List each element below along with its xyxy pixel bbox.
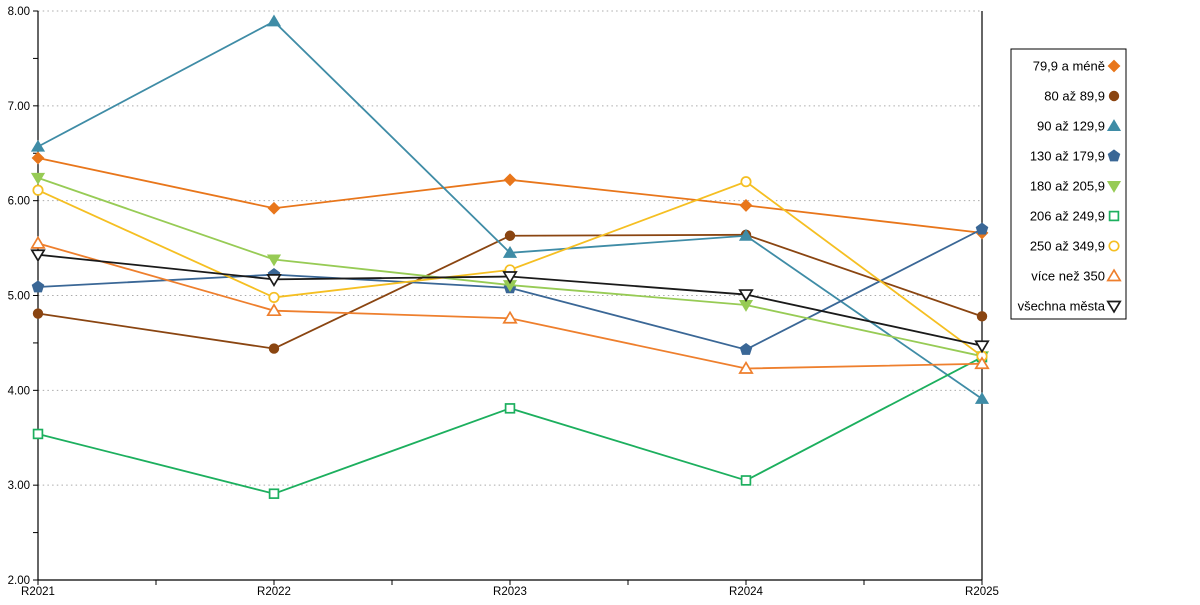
series-marker: [32, 428, 44, 440]
legend-marker-icon: [1106, 268, 1122, 282]
legend-marker-icon: [1106, 119, 1122, 131]
series-marker: [502, 310, 518, 324]
series-marker: [30, 139, 46, 152]
y-tick-label: 5.00: [8, 291, 30, 303]
series-marker: [31, 151, 45, 165]
series-marker: [266, 303, 282, 317]
series-marker: [502, 245, 518, 258]
series-marker: [740, 475, 752, 486]
legend-item-label: 130 až 179,9: [1030, 149, 1105, 164]
series-line: [37, 242, 983, 370]
series-marker: [503, 173, 517, 187]
series-marker: [266, 274, 282, 287]
legend-item-label: 79,9 a méně: [1033, 59, 1105, 74]
series-marker: [976, 311, 988, 322]
series-marker: [30, 249, 46, 263]
legend-item-label: všechna města: [1018, 299, 1106, 314]
legend-item-label: více než 350: [1031, 269, 1105, 284]
legend-marker-icon: [1107, 59, 1121, 73]
legend-item-label: 206 až 249,9: [1030, 209, 1105, 224]
legend-item-label: 80 až 89,9: [1044, 89, 1105, 104]
legend-marker-icon: [1108, 240, 1120, 252]
y-tick-label: 7.00: [8, 101, 30, 113]
legend-box: [1010, 48, 1127, 320]
series-marker: [738, 289, 754, 303]
series-marker: [738, 228, 754, 241]
series-marker: [502, 271, 518, 285]
y-tick-label: 3.00: [8, 480, 30, 492]
series-marker: [30, 172, 46, 185]
series-marker: [266, 14, 282, 27]
series-marker: [974, 391, 990, 404]
y-tick-label: 8.00: [8, 6, 30, 18]
legend-item-label: 90 až 129,9: [1037, 119, 1105, 134]
series-marker: [504, 230, 516, 241]
legend-marker-icon: [1108, 210, 1120, 222]
series-marker: [31, 280, 45, 293]
series-marker: [739, 199, 753, 212]
series-marker: [740, 176, 752, 188]
series-marker: [268, 343, 280, 354]
legend-marker-icon: [1107, 149, 1121, 162]
series-marker: [974, 340, 990, 354]
series-marker: [738, 360, 754, 374]
series-marker: [974, 356, 990, 370]
series-line: [37, 157, 983, 234]
y-tick-label: 2.00: [8, 575, 30, 587]
series-marker: [739, 342, 753, 355]
series-marker: [268, 488, 280, 499]
x-tick-label: R2021: [21, 586, 55, 598]
legend-marker-icon: [1106, 181, 1122, 193]
legend-item-label: 250 až 349,9: [1030, 239, 1105, 254]
series-marker: [266, 254, 282, 267]
series-marker: [32, 184, 44, 196]
legend-marker-icon: [1108, 90, 1120, 102]
series-marker: [32, 308, 44, 319]
series-line: [37, 20, 983, 400]
y-tick-label: 6.00: [8, 196, 30, 208]
x-tick-label: R2022: [257, 586, 291, 598]
series-line: [37, 356, 983, 495]
series-marker: [504, 403, 516, 414]
series-marker: [975, 222, 989, 235]
legend-marker-icon: [1106, 300, 1122, 314]
x-tick-label: R2024: [729, 586, 763, 598]
x-tick-label: R2023: [493, 586, 527, 598]
y-tick-label: 4.00: [8, 385, 30, 397]
x-tick-label: R2025: [965, 586, 999, 598]
series-marker: [267, 201, 281, 215]
legend-item-label: 180 až 205,9: [1030, 179, 1105, 194]
series-marker: [30, 235, 46, 249]
series-marker: [268, 291, 280, 303]
